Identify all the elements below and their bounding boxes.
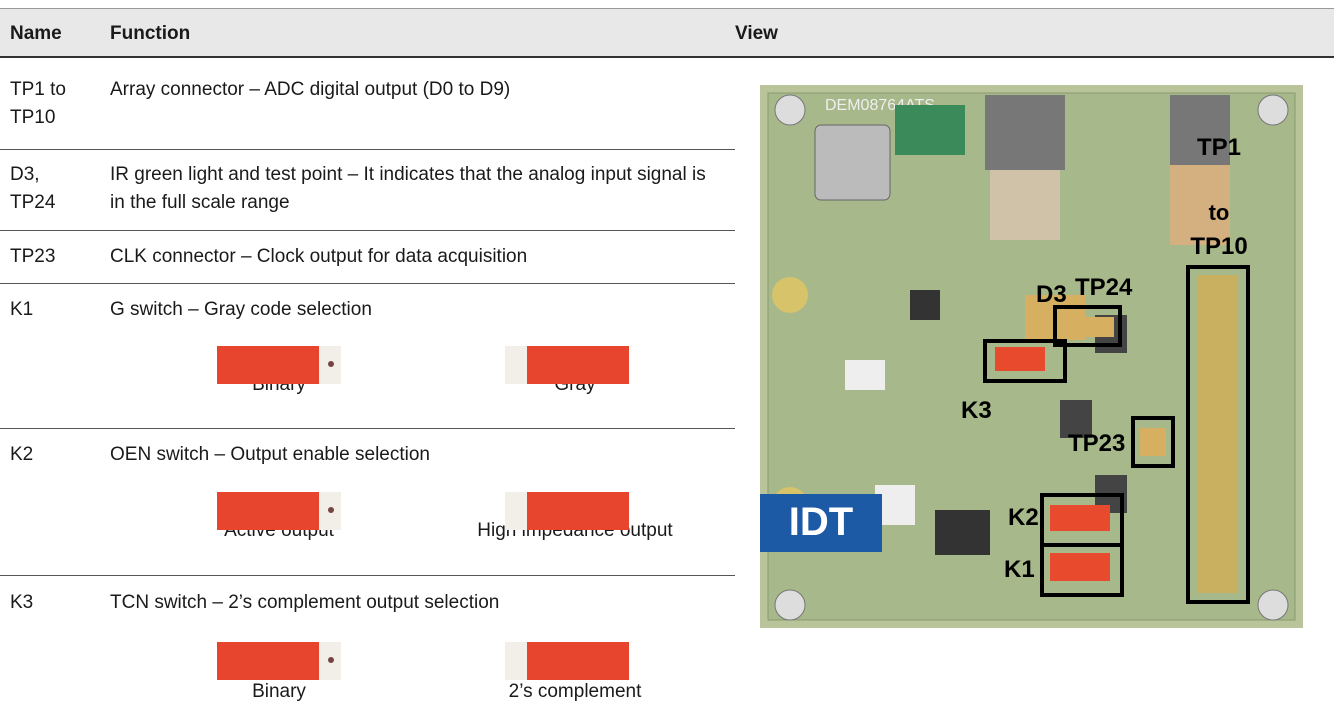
logo: IDT bbox=[789, 500, 853, 544]
switch-twos bbox=[505, 642, 629, 680]
view-label: to bbox=[1209, 200, 1230, 225]
view-label: K2 bbox=[1008, 504, 1039, 531]
row-name: TP23 bbox=[10, 246, 56, 267]
view-label: TP24 bbox=[1075, 274, 1133, 301]
switch-active bbox=[217, 492, 341, 530]
top-rule bbox=[0, 8, 1334, 9]
view-label: TP10 bbox=[1190, 233, 1247, 260]
switch-gray bbox=[505, 346, 629, 384]
option-caption: 2’s complement bbox=[508, 681, 642, 702]
row-name: K1 bbox=[10, 299, 34, 320]
row-function: IR green light and test point – It indic… bbox=[110, 164, 706, 213]
row-name: D3, TP24 bbox=[10, 164, 56, 213]
view-label: TP1 bbox=[1197, 134, 1241, 161]
row-function: G switch – Gray code selection bbox=[110, 299, 372, 320]
row-rule bbox=[0, 428, 735, 429]
row-name: TP1 to TP10 bbox=[10, 79, 66, 128]
switch-binary bbox=[217, 346, 341, 384]
header-bg bbox=[0, 9, 1334, 56]
row-function: Array connector – ADC digital output (D0… bbox=[110, 79, 511, 100]
header-function: Function bbox=[110, 23, 191, 44]
row-rule bbox=[0, 283, 735, 284]
view-label: K1 bbox=[1004, 556, 1035, 583]
switch-high-z bbox=[505, 492, 629, 530]
row-rule bbox=[0, 575, 735, 576]
header-name: Name bbox=[10, 23, 62, 44]
board-photo: DEM08764ATS IDT TP1 to TP10 D3 TP24 K bbox=[760, 85, 1303, 628]
view-label: D3 bbox=[1036, 281, 1067, 308]
switch-binary bbox=[217, 642, 341, 680]
row-rule bbox=[0, 230, 735, 231]
view-label: K3 bbox=[961, 397, 992, 424]
row-rule bbox=[0, 149, 735, 150]
view-label: TP23 bbox=[1068, 430, 1125, 457]
row-name: K3 bbox=[10, 592, 34, 613]
option-caption: Binary bbox=[252, 681, 306, 702]
header-rule bbox=[0, 56, 1334, 58]
row-name: K2 bbox=[10, 444, 34, 465]
row-function: CLK connector – Clock output for data ac… bbox=[110, 246, 528, 267]
row-function: OEN switch – Output enable selection bbox=[110, 444, 431, 465]
row-function: TCN switch – 2’s complement output selec… bbox=[110, 592, 500, 613]
header-view: View bbox=[735, 23, 778, 44]
